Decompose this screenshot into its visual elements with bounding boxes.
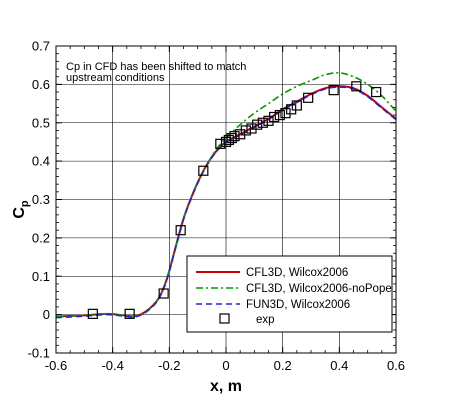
exp-point bbox=[328, 85, 339, 96]
svg-text:Cp: Cp bbox=[11, 200, 31, 219]
y-axis-title-subscript: p bbox=[19, 200, 31, 207]
y-tick-label: 0.2 bbox=[32, 230, 50, 245]
legend-label-cfl3d-nopope: CFL3D, Wilcox2006-noPope bbox=[246, 283, 392, 295]
exp-point bbox=[246, 123, 257, 134]
exp-point bbox=[274, 109, 285, 121]
exp-point bbox=[124, 308, 135, 319]
exp-point bbox=[240, 125, 251, 136]
exp-point bbox=[252, 119, 263, 130]
exp-point bbox=[158, 288, 169, 299]
series-cfl3d-wilcox2006-nopope bbox=[55, 71, 397, 318]
legend-swatch-exp bbox=[219, 313, 230, 324]
series-fun3d-wilcox2006 bbox=[55, 86, 397, 319]
annotation-note: Cp in CFD has been shifted to match upst… bbox=[66, 61, 246, 84]
exp-point bbox=[303, 92, 314, 103]
y-tick-label: 0.3 bbox=[32, 192, 50, 207]
exp-point bbox=[220, 136, 232, 148]
y-tick-label: 0.4 bbox=[32, 154, 50, 169]
exp-point bbox=[235, 129, 246, 140]
annotation-line-2: upstream conditions bbox=[66, 72, 165, 84]
x-axis-title: x, m bbox=[210, 378, 242, 395]
x-tick-label: 0.6 bbox=[387, 358, 405, 373]
exp-point bbox=[291, 100, 302, 111]
exp-point bbox=[257, 117, 268, 128]
tick-labels: -0.6 -0.4 -0.2 0 0.2 0.4 0.6 -0.1 0 0.1 0.2 0.3 0.4 0… bbox=[28, 39, 405, 374]
x-tick-label: 0 bbox=[222, 358, 229, 373]
legend: CFL3D, Wilcox2006 CFL3D, Wilcox2006-noPo… bbox=[186, 255, 393, 333]
series-layer bbox=[55, 71, 397, 319]
legend-label-exp: exp bbox=[256, 314, 275, 326]
exp-point bbox=[280, 108, 291, 119]
legend-label-cfl3d: CFL3D, Wilcox2006 bbox=[246, 267, 348, 279]
exp-point bbox=[286, 104, 297, 115]
y-tick-label: -0.1 bbox=[28, 346, 50, 361]
x-tick-label: -0.2 bbox=[158, 358, 180, 373]
exp-point bbox=[263, 115, 274, 126]
exp-markers bbox=[87, 81, 382, 319]
y-tick-label: 0.5 bbox=[32, 115, 50, 130]
legend-box bbox=[186, 255, 393, 333]
y-tick-label: 0.7 bbox=[32, 39, 50, 54]
axis-ticks bbox=[55, 45, 397, 354]
exp-point bbox=[269, 111, 280, 123]
exp-point bbox=[223, 134, 234, 146]
y-tick-label: 0 bbox=[43, 307, 50, 322]
y-tick-label: 0.1 bbox=[32, 269, 50, 284]
x-tick-label: 0.4 bbox=[330, 358, 348, 373]
exp-point bbox=[229, 131, 240, 142]
x-tick-label: 0.2 bbox=[274, 358, 292, 373]
exp-point bbox=[351, 81, 362, 92]
exp-point bbox=[198, 165, 209, 176]
y-axis-title: Cp bbox=[11, 200, 31, 219]
y-tick-label: 0.6 bbox=[32, 77, 50, 92]
exp-point bbox=[371, 86, 382, 98]
grid-lines bbox=[55, 45, 397, 354]
x-tick-label: -0.4 bbox=[101, 358, 123, 373]
x-tick-label: -0.6 bbox=[45, 358, 67, 373]
exp-point bbox=[175, 225, 186, 236]
exp-point bbox=[87, 308, 98, 319]
y-axis-title-main: C bbox=[11, 207, 28, 219]
annotation-line-1: Cp in CFD has been shifted to match bbox=[66, 61, 246, 73]
legend-label-fun3d: FUN3D, Wilcox2006 bbox=[246, 299, 350, 311]
